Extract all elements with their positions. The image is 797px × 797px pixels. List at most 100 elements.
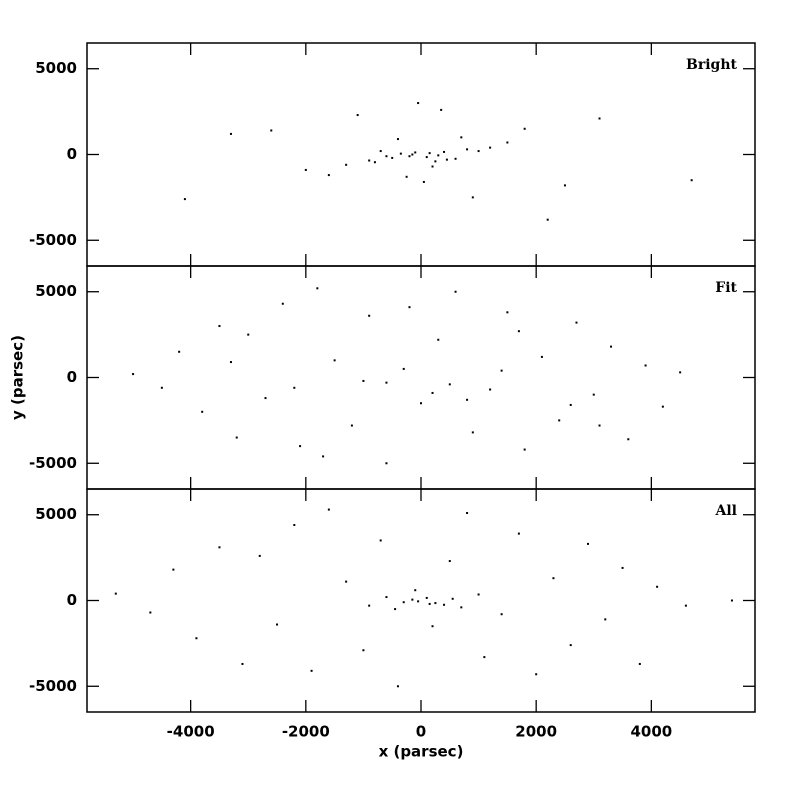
point	[443, 603, 446, 606]
x-tick-label: 2000	[515, 723, 557, 741]
y-tick-label: 0	[67, 145, 77, 163]
point	[644, 364, 647, 367]
point	[396, 685, 399, 688]
point	[293, 524, 296, 527]
point	[445, 158, 448, 161]
y-axis-label: y (parsec)	[9, 335, 27, 420]
point	[293, 386, 296, 389]
point	[546, 218, 549, 221]
point	[471, 431, 474, 434]
point	[569, 403, 572, 406]
point	[195, 637, 198, 640]
point	[460, 136, 463, 139]
point	[558, 419, 561, 422]
point	[598, 117, 601, 120]
point	[414, 589, 417, 592]
point	[405, 175, 408, 178]
point	[411, 153, 414, 156]
plot-frame	[86, 488, 756, 713]
point	[517, 532, 520, 535]
point	[434, 602, 437, 605]
point	[350, 424, 353, 427]
point	[420, 402, 422, 405]
point	[431, 625, 434, 628]
point	[684, 604, 687, 607]
point	[517, 330, 520, 333]
panel-label: All	[715, 503, 738, 519]
point	[414, 151, 417, 154]
point	[379, 150, 382, 153]
point	[327, 508, 330, 511]
point	[201, 410, 204, 413]
point	[460, 606, 463, 609]
point	[425, 596, 428, 599]
x-tick-label: 0	[416, 723, 426, 741]
point	[661, 405, 664, 408]
point	[604, 618, 607, 621]
point	[345, 580, 348, 583]
point	[489, 146, 492, 149]
point	[440, 108, 443, 111]
point	[411, 598, 414, 601]
point	[218, 546, 221, 549]
point	[402, 601, 405, 604]
panel-label: Fit	[715, 280, 737, 296]
point	[310, 669, 313, 672]
point	[385, 381, 388, 384]
y-tick-label: -5000	[29, 677, 77, 695]
point	[172, 568, 175, 571]
point	[368, 604, 371, 607]
point	[276, 623, 279, 626]
point	[417, 102, 420, 105]
point	[638, 662, 641, 665]
point	[477, 150, 480, 153]
point	[229, 132, 232, 135]
point	[408, 306, 411, 309]
y-tick-label: -5000	[29, 454, 77, 472]
point	[656, 585, 659, 588]
point	[368, 314, 371, 317]
point	[431, 391, 434, 394]
y-tick-label: 5000	[35, 282, 77, 300]
point	[408, 155, 411, 158]
point	[471, 196, 474, 199]
point	[489, 388, 492, 391]
point	[483, 656, 486, 659]
point	[258, 554, 261, 557]
point	[132, 373, 135, 376]
point	[385, 462, 388, 465]
point	[730, 599, 733, 602]
point	[183, 198, 186, 201]
point	[362, 649, 365, 652]
point	[373, 161, 376, 164]
point	[569, 644, 572, 647]
point	[563, 184, 566, 187]
point	[425, 156, 428, 159]
point	[523, 448, 526, 451]
panel-label: Bright	[686, 57, 737, 73]
point	[114, 592, 117, 595]
point	[437, 338, 440, 341]
point	[417, 600, 420, 603]
point	[598, 424, 601, 427]
x-tick-label: 4000	[630, 723, 672, 741]
x-axis-label: x (parsec)	[379, 743, 464, 761]
point	[394, 608, 397, 611]
y-tick-label: 0	[67, 591, 77, 609]
point	[454, 157, 457, 160]
point	[316, 287, 319, 290]
point	[396, 138, 399, 141]
y-tick-label: 5000	[35, 505, 77, 523]
point	[333, 359, 336, 362]
point	[379, 539, 382, 542]
point	[500, 369, 503, 372]
point	[448, 560, 451, 563]
point	[540, 355, 543, 358]
point	[345, 163, 348, 166]
point	[431, 165, 434, 168]
point	[270, 129, 273, 132]
point	[235, 436, 238, 439]
point	[448, 383, 451, 386]
point	[322, 455, 325, 458]
